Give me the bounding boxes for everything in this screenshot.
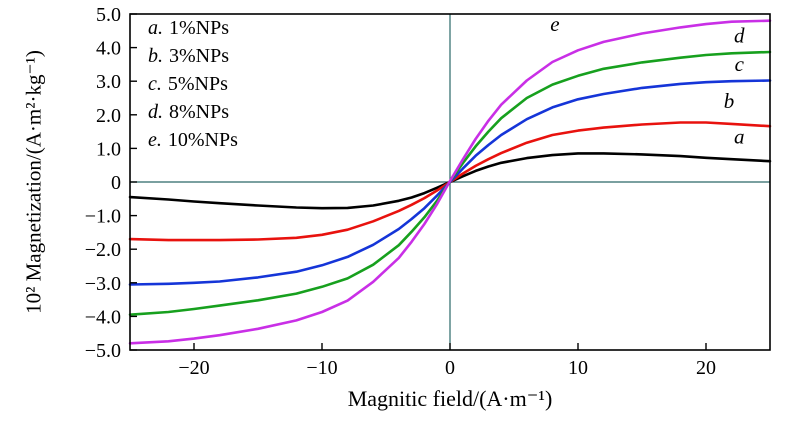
x-tick-label: −20 [178,357,209,379]
legend-item-b: b. 3%NPs [148,42,238,70]
y-tick-label: −1.0 [85,206,121,228]
y-tick-label: 5.0 [96,4,121,26]
curve-label-b: b [724,89,735,113]
curve-e [128,19,772,345]
legend-label: 3%NPs [169,45,230,67]
legend-item-c: c. 5%NPs [148,70,238,98]
legend-item-e: e. 10%NPs [148,126,238,154]
legend-item-a: a. 1%NPs [148,14,238,42]
legend-key: d. [148,101,163,123]
legend-key: e. [148,129,162,151]
y-tick-label: 2.0 [96,105,121,127]
legend-label: 1%NPs [169,17,230,39]
curve-label-c: c [735,52,745,76]
chart-legend: a. 1%NPs b. 3%NPs c. 5%NPs d. 8%NPs e. 10%NPs [148,14,238,154]
legend-key: b. [148,45,163,67]
legend-item-d: d. 8%NPs [148,98,238,126]
x-tick-label: 10 [568,357,588,379]
y-tick-label: −2.0 [85,239,121,261]
y-tick-label: −5.0 [85,340,121,362]
y-tick-label: −3.0 [85,273,121,295]
legend-label: 8%NPs [169,101,230,123]
x-axis-title: Magnitic field/(A·m⁻¹) [347,386,553,411]
y-tick-label: 0 [111,172,121,194]
legend-key: a. [148,17,163,39]
y-tick-label: 3.0 [96,71,121,93]
curve-label-a: a [734,124,745,148]
y-axis-title: 10² Magnetization/(A·m²·kg⁻¹) [21,50,46,314]
y-tick-label: 4.0 [96,38,121,60]
legend-label: 10%NPs [167,129,238,151]
curve-label-d: d [734,24,745,48]
legend-label: 5%NPs [167,73,228,95]
y-tick-label: −4.0 [85,306,121,328]
x-tick-label: −10 [306,357,337,379]
x-tick-label: 20 [696,357,716,379]
x-tick-label: 0 [445,357,455,379]
y-tick-label: 1.0 [96,138,121,160]
curve-label-e: e [550,12,559,36]
legend-key: c. [148,73,162,95]
